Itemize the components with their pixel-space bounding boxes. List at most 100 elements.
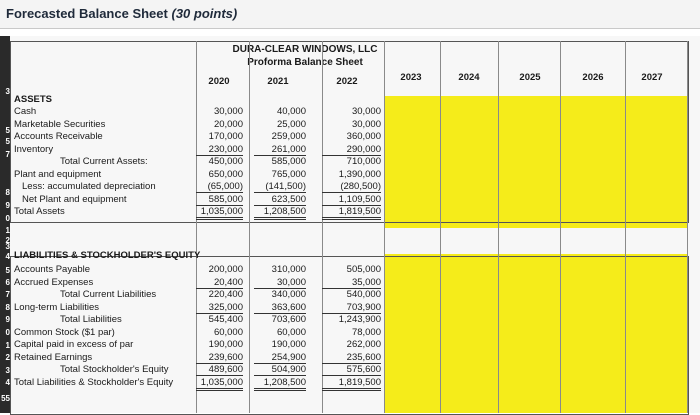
row-number[interactable]: 5: [5, 137, 10, 146]
row-number[interactable]: 8: [5, 303, 10, 312]
row-number[interactable]: 9: [5, 315, 10, 324]
sheet-title: Forecasted Balance Sheet (30 points): [6, 6, 237, 21]
asset-value-2020: (65,000): [196, 181, 243, 193]
asset-row-label: Marketable Securities: [14, 118, 106, 130]
asset-value-2022: 1,819,500: [322, 206, 381, 220]
asset-value-2022: 1,390,000: [338, 168, 381, 180]
row-number[interactable]: 6: [5, 278, 10, 287]
asset-value-2021: (141,500): [254, 181, 306, 193]
liability-row-label: Long-term Liabilities: [14, 301, 100, 313]
asset-row-label: Total Current Assets:: [60, 156, 148, 167]
asset-value-2022: 290,000: [322, 144, 381, 156]
liability-row-label: Total Liabilities: [60, 314, 122, 325]
year-header-2026: 2026: [582, 72, 604, 83]
year-header-2022: 2022: [336, 76, 358, 87]
liability-value-2020: 239,600: [196, 352, 243, 364]
company-name: DURA-CLEAR WINDOWS, LLC: [232, 44, 378, 55]
liability-value-2022: 262,000: [346, 339, 381, 350]
column-divider: [249, 41, 250, 413]
liability-row-label: Total Current Liabilities: [60, 289, 157, 300]
asset-value-2020: 1,035,000: [196, 206, 243, 220]
liabilities-header: LIABILITIES & STOCKHOLDER'S EQUITY: [14, 250, 201, 261]
liability-value-2022: 235,600: [322, 352, 381, 364]
liability-value-2020: 200,000: [208, 264, 243, 275]
row-number[interactable]: 4: [5, 378, 10, 387]
asset-value-2021: 585,000: [271, 156, 306, 167]
liability-value-2021: 310,000: [271, 264, 306, 275]
liability-value-2021: 60,000: [276, 326, 306, 338]
row-number[interactable]: 9: [5, 201, 10, 210]
liability-value-2022: 505,000: [346, 264, 381, 275]
liability-value-2020: 489,600: [196, 364, 243, 376]
row-number[interactable]: 8: [5, 188, 10, 197]
liability-value-2021: 1,208,500: [254, 377, 306, 391]
row-number[interactable]: 1: [5, 226, 10, 235]
asset-value-2021: 765,000: [271, 168, 306, 180]
column-divider: [440, 41, 441, 413]
asset-value-2022: 710,000: [346, 156, 381, 167]
liability-row-label: Common Stock ($1 par): [14, 326, 115, 338]
forecast-assets-area[interactable]: [384, 96, 687, 228]
asset-value-2020: 450,000: [208, 156, 243, 167]
row-number[interactable]: 3: [5, 366, 10, 375]
title-bar: Forecasted Balance Sheet (30 points): [0, 0, 700, 29]
asset-value-2021: 1,208,500: [254, 206, 306, 220]
asset-value-2022: 30,000: [351, 118, 381, 130]
year-header-2025: 2025: [519, 72, 541, 83]
column-divider: [560, 41, 561, 413]
row-number[interactable]: 7: [5, 150, 10, 159]
asset-value-2020: 30,000: [213, 106, 243, 117]
row-number[interactable]: 55: [1, 394, 10, 403]
row-number[interactable]: 5: [5, 126, 10, 135]
liability-value-2021: 254,900: [254, 352, 306, 364]
row-number[interactable]: 2: [5, 236, 10, 245]
liability-value-2020: 325,000: [196, 302, 243, 314]
row-number[interactable]: 0: [5, 328, 10, 337]
year-header-2023: 2023: [400, 72, 422, 83]
row-number[interactable]: 5: [5, 266, 10, 275]
liability-value-2022: 1,819,500: [322, 377, 381, 391]
row-number[interactable]: 7: [5, 290, 10, 299]
liability-value-2022: 78,000: [351, 326, 381, 338]
asset-value-2021: 259,000: [271, 131, 306, 142]
liability-row-label: Capital paid in excess of par: [14, 339, 134, 350]
row-number[interactable]: 2: [5, 353, 10, 362]
liability-value-2020: 545,400: [208, 314, 243, 325]
column-divider: [625, 41, 626, 413]
row-number[interactable]: 0: [5, 214, 10, 223]
row-number[interactable]: 3: [5, 87, 10, 96]
column-divider: [687, 41, 688, 413]
row-number[interactable]: 3: [5, 242, 10, 251]
title-main: Forecasted Balance Sheet: [6, 6, 168, 21]
liability-value-2022: 575,600: [322, 364, 381, 376]
forecast-liabilities-area[interactable]: [384, 254, 687, 413]
liability-value-2021: 363,600: [254, 302, 306, 314]
column-divider: [196, 41, 197, 413]
asset-row-label: Accounts Receivable: [14, 131, 103, 142]
asset-row-label: Inventory: [14, 143, 54, 155]
asset-value-2022: 360,000: [346, 131, 381, 142]
row-number[interactable]: 1: [5, 341, 10, 350]
spreadsheet-area[interactable]: DURA-CLEAR WINDOWS, LLC Proforma Balance…: [0, 36, 700, 415]
liability-value-2021: 30,000: [254, 277, 306, 289]
asset-value-2020: 650,000: [208, 168, 243, 180]
asset-value-2021: 261,000: [254, 144, 306, 156]
liability-value-2022: 35,000: [322, 277, 381, 289]
asset-value-2020: 20,000: [213, 118, 243, 130]
row-number-column: [0, 36, 10, 413]
title-points: (30 points): [171, 6, 238, 21]
asset-value-2021: 40,000: [276, 106, 306, 117]
liability-value-2020: 1,035,000: [196, 377, 243, 391]
asset-row-label: Cash: [14, 106, 37, 117]
liability-value-2021: 703,600: [271, 314, 306, 325]
asset-value-2020: 230,000: [196, 144, 243, 156]
asset-value-2021: 25,000: [276, 118, 306, 130]
column-divider: [384, 41, 385, 413]
row-number[interactable]: 4: [5, 252, 10, 261]
year-header-2020: 2020: [208, 76, 230, 87]
liability-value-2022: 703,900: [322, 302, 381, 314]
liability-value-2020: 60,000: [213, 326, 243, 338]
asset-value-2020: 585,000: [196, 194, 243, 206]
liability-row-label: Accrued Expenses: [14, 276, 94, 288]
year-header-2027: 2027: [641, 72, 663, 83]
